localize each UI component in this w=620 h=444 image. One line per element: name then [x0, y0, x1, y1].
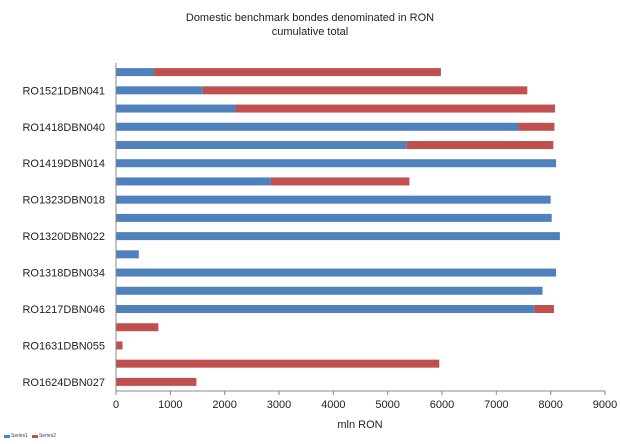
chart-title: Domestic benchmark bondes denominated in… — [185, 12, 435, 24]
x-tick-label-1: 0 — [113, 399, 119, 411]
legend: Series1 Series2 — [4, 433, 56, 439]
bar-1-row-12 — [116, 268, 557, 277]
x-tick-label-8: 7000 — [484, 399, 508, 411]
bar-1-row-4 — [116, 122, 519, 131]
x-tick-label-2: 1000 — [158, 399, 182, 411]
bar-1-row-10 — [116, 232, 560, 241]
bar-2-row-4 — [518, 122, 555, 131]
bar-2-row-1 — [154, 68, 441, 77]
bar-1-row-8 — [116, 195, 551, 204]
legend-swatch-series1 — [4, 434, 10, 438]
legend-item-series1: Series1 — [4, 433, 28, 439]
bar-2-row-17 — [116, 359, 440, 368]
bar-2-row-5 — [406, 141, 554, 149]
bar-2-row-2 — [202, 86, 528, 95]
bar-2-row-18 — [116, 377, 197, 386]
bar-1-row-3 — [116, 104, 236, 113]
axes-layer: RO1521DBN041 RO1418DBN040 RO1419DBN014 RO13… — [22, 63, 617, 411]
x-axis-label: mln RON — [337, 419, 382, 431]
y-tick-label-2: RO1521DBN041 — [22, 85, 105, 97]
bars-layer — [116, 68, 560, 386]
bar-1-row-11 — [116, 250, 139, 259]
legend-label-series2: Series2 — [38, 433, 56, 439]
bar-2-row-14 — [534, 305, 554, 313]
y-tick-label-8: RO1323DBN018 — [22, 195, 105, 207]
x-tick-label-5: 4000 — [321, 399, 345, 411]
x-tick-label-4: 3000 — [267, 399, 291, 411]
x-tick-label-3: 2000 — [212, 399, 236, 411]
y-tick-label-6: RO1419DBN014 — [22, 158, 105, 170]
x-tick-label-10: 9000 — [593, 399, 617, 411]
bar-2-row-15 — [116, 323, 159, 332]
bar-2-row-16 — [116, 341, 123, 350]
x-tick-label-7: 6000 — [430, 399, 454, 411]
x-tick-label-6: 5000 — [375, 399, 399, 411]
x-tick-label-9: 8000 — [538, 399, 562, 411]
bar-1-row-7 — [116, 177, 271, 186]
chart-subtitle: cumulative total — [271, 26, 349, 38]
y-tick-label-18: RO1624DBN027 — [22, 377, 105, 389]
legend-label-series1: Series1 — [11, 433, 28, 439]
legend-swatch-series2 — [31, 434, 38, 438]
bar-1-row-9 — [116, 213, 552, 222]
bar-1-row-14 — [116, 305, 535, 313]
bar-1-row-2 — [116, 86, 203, 95]
bar-1-row-13 — [116, 286, 543, 295]
y-tick-label-14: RO1217DBN046 — [22, 304, 105, 316]
legend-item-series2: Series2 — [31, 433, 56, 439]
bar-1-row-6 — [116, 159, 557, 168]
y-tick-label-4: RO1418DBN040 — [22, 122, 105, 134]
y-tick-label-10: RO1320DBN022 — [22, 231, 105, 243]
y-tick-label-16: RO1631DBN055 — [22, 340, 105, 352]
bar-2-row-3 — [235, 104, 556, 113]
y-tick-label-12: RO1318DBN034 — [22, 268, 105, 280]
bar-1-row-1 — [116, 68, 155, 77]
bar-2-row-7 — [270, 177, 410, 186]
bar-1-row-5 — [116, 141, 407, 149]
